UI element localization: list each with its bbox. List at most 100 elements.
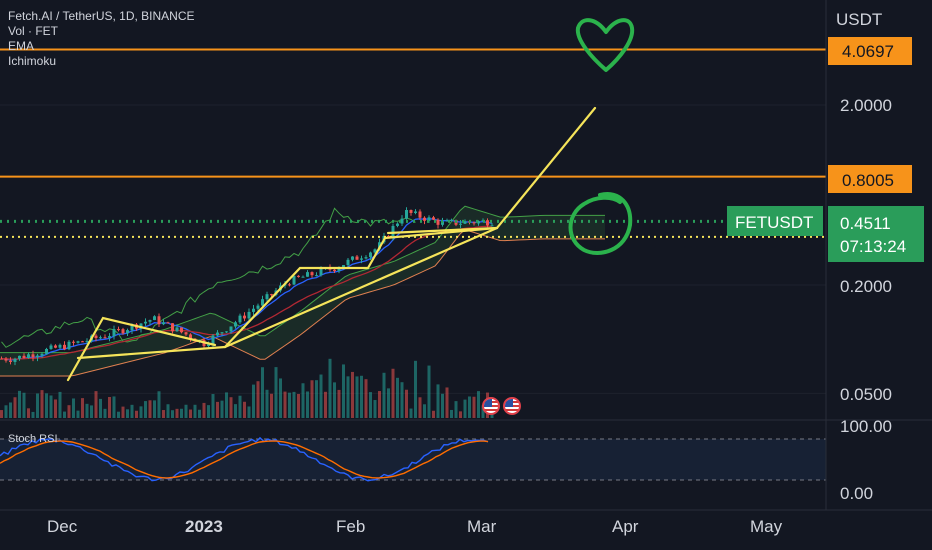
circle-drawing (568, 192, 633, 255)
volume-bar (175, 408, 179, 418)
volume-bar (180, 408, 183, 418)
volume-bar (423, 404, 426, 418)
volume-bar (414, 360, 417, 418)
volume-bar (472, 396, 476, 418)
candle (0, 358, 3, 360)
volume-bar (22, 392, 26, 418)
volume-bar (36, 393, 39, 418)
candle (292, 275, 296, 285)
candle (472, 222, 476, 224)
volume-bar (198, 409, 201, 418)
projection-path (223, 106, 597, 349)
volume-bar (319, 374, 323, 418)
trend-line (76, 345, 227, 360)
candle (261, 299, 264, 306)
candle (490, 225, 494, 227)
volume-bar (247, 406, 251, 418)
stoch-rsi-pane: Stoch RSI (0, 433, 826, 482)
candle (243, 315, 246, 319)
symbol-title[interactable]: Fetch.AI / TetherUS, 1D, BINANCE (8, 9, 195, 23)
stoch-tick-0: 0.00 (840, 484, 873, 503)
candle (148, 320, 152, 322)
volume-bar (387, 388, 390, 418)
ema-slow-line (1, 225, 493, 360)
volume-bar (193, 404, 197, 418)
indicator-ema[interactable]: EMA (8, 39, 35, 53)
indicator-ichimoku[interactable]: Ichimoku (8, 54, 57, 68)
volume-bar (27, 408, 30, 418)
volume-bars (0, 358, 494, 418)
trend-triangle (66, 316, 217, 382)
candle (310, 272, 314, 276)
price-axis[interactable]: USDT 2.0000 0.2000 0.0500 100.00 0.00 4.… (727, 10, 924, 503)
chart-legend[interactable]: Fetch.AI / TetherUS, 1D, BINANCE Vol · F… (8, 9, 195, 69)
volume-bar (18, 390, 21, 418)
volume-bar (171, 410, 174, 418)
candle (207, 344, 210, 347)
candle (63, 344, 66, 350)
trend-line (386, 226, 499, 235)
volume-bar (184, 404, 188, 418)
volume-bar (265, 389, 269, 418)
volume-bar (31, 411, 35, 418)
candle (270, 294, 273, 296)
candle (220, 332, 224, 334)
candle (117, 329, 120, 331)
volume-bar (378, 391, 381, 418)
volume-bar (477, 391, 480, 418)
candle (72, 341, 75, 343)
indicator-volume[interactable]: Vol · FET (8, 24, 59, 38)
candle (477, 221, 480, 224)
volume-bar (252, 384, 255, 418)
candle (396, 223, 399, 226)
volume-bar (117, 411, 120, 418)
candle (333, 269, 336, 272)
us-flag-event-icon[interactable] (503, 397, 521, 415)
stoch-tick-100: 100.00 (840, 417, 892, 436)
candle (337, 267, 341, 272)
candle (247, 311, 251, 319)
volume-bar (292, 391, 296, 418)
volume-bar (256, 381, 260, 418)
volume-bar (144, 401, 147, 418)
volume-bar (364, 379, 368, 418)
candle (67, 341, 71, 350)
volume-bar (427, 365, 431, 418)
candle (76, 341, 80, 343)
candle (9, 360, 12, 362)
candle (315, 275, 318, 277)
level-badge-4-0697 (828, 37, 912, 65)
candle-countdown: 07:13:24 (840, 237, 906, 256)
candle (175, 327, 179, 332)
candle (108, 336, 111, 338)
candle (99, 337, 102, 339)
volume-bar (58, 391, 62, 418)
candle (40, 353, 44, 356)
candle (58, 344, 62, 348)
price-grid (0, 104, 826, 394)
volume-bar (126, 409, 129, 418)
volume-bar (103, 408, 107, 418)
stoch-k-line (0, 436, 489, 482)
candle (427, 217, 431, 221)
volume-bar (67, 405, 71, 418)
volume-bar (135, 410, 138, 418)
symbol-badge (727, 206, 823, 236)
candle (54, 345, 57, 348)
volume-bar (373, 400, 377, 418)
time-axis[interactable]: Dec 2023 Feb Mar Apr May (47, 517, 783, 536)
volume-bar (9, 402, 12, 418)
candle (166, 322, 170, 324)
volume-bar (436, 384, 440, 418)
volume-bar (81, 398, 84, 418)
price-levels[interactable] (0, 48, 826, 238)
user-drawings[interactable] (66, 18, 635, 382)
volume-bar (351, 371, 354, 418)
us-flag-event-icon[interactable] (482, 397, 500, 415)
candle (288, 284, 291, 286)
candle (351, 256, 354, 260)
volume-bar (4, 405, 8, 418)
volume-bar (0, 410, 3, 418)
candle (459, 223, 462, 225)
